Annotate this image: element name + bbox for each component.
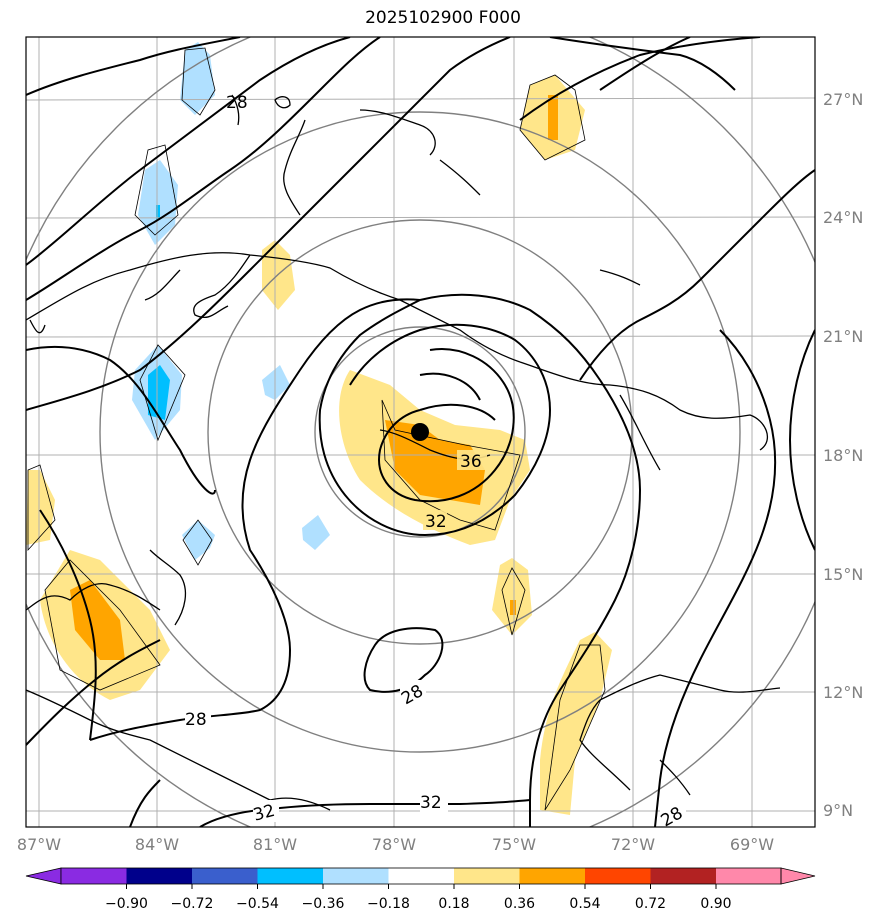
latitude-labels: 27°N 24°N 21°N 18°N 15°N 12°N 9°N (823, 90, 863, 820)
contour-label-32c: 32 (420, 793, 442, 813)
lon-label-72w: 72°W (611, 835, 655, 854)
lat-label-27n: 27°N (823, 90, 863, 109)
colorbar-segment-7 (519, 868, 585, 884)
lon-label-84w: 84°W (135, 835, 179, 854)
lon-label-87w: 87°W (17, 835, 61, 854)
colorbar-tick-label: −0.36 (302, 896, 345, 912)
colorbar-segment-10 (716, 868, 781, 884)
colorbar-segment-8 (585, 868, 651, 884)
lat-label-18n: 18°N (823, 446, 863, 465)
colorbar-tick-label: −0.54 (236, 896, 279, 912)
colorbar: −0.90 −0.72 −0.54 −0.36 −0.18 0.18 0.36 … (25, 867, 816, 912)
lon-label-78w: 78°W (372, 835, 416, 854)
map-frame (25, 36, 816, 828)
colorbar-segment-2 (192, 868, 258, 884)
contour-label-28a: 28 (185, 710, 207, 730)
colorbar-tick-label: 0.54 (569, 896, 600, 912)
contour-label-32a: 32 (425, 512, 447, 532)
colorbar-tick-label: 0.72 (635, 896, 666, 912)
colorbar-segment-9 (650, 868, 716, 884)
lat-label-15n: 15°N (823, 565, 863, 584)
colorbar-tick-label: −0.90 (105, 896, 148, 912)
contour-label-28d: 28 (226, 93, 248, 113)
colorbar-tick-label: 0.18 (438, 896, 469, 912)
colorbar-tick-label: 0.90 (700, 896, 731, 912)
colorbar-segment-5 (388, 868, 454, 884)
colorbar-segment-1 (126, 868, 192, 884)
lon-label-81w: 81°W (253, 835, 297, 854)
lon-label-75w: 75°W (492, 835, 536, 854)
longitude-labels: 87°W 84°W 81°W 78°W 75°W 72°W 69°W (17, 835, 774, 854)
colorbar-extend-low (25, 867, 62, 885)
colorbar-segment-4 (323, 868, 389, 884)
colorbar-segment-6 (454, 868, 520, 884)
map-title: 2025102900 F000 (365, 8, 521, 28)
lat-label-12n: 12°N (823, 683, 863, 702)
colorbar-segment-0 (61, 868, 127, 884)
range-rings (26, 37, 815, 827)
lon-label-69w: 69°W (730, 835, 774, 854)
positive-anomaly-shading (26, 75, 612, 815)
colorbar-tick-label: −0.72 (171, 896, 214, 912)
lat-label-21n: 21°N (823, 327, 863, 346)
lat-label-24n: 24°N (823, 208, 863, 227)
colorbar-tick-label: 0.36 (504, 896, 535, 912)
colorbar-segment-3 (257, 868, 323, 884)
lat-label-9n: 9°N (823, 801, 853, 820)
contour-label-36: 36 (460, 452, 482, 472)
colorbar-extend-high (780, 867, 816, 885)
colorbar-tick-label: −0.18 (367, 896, 410, 912)
storm-center-marker (411, 423, 429, 441)
